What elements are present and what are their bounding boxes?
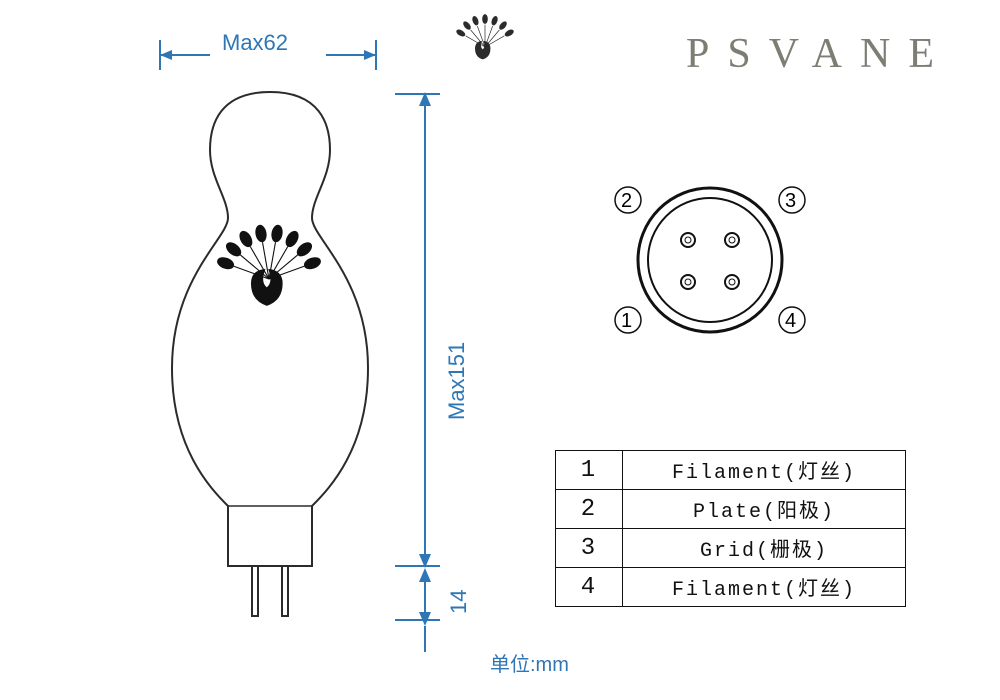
pin-num-cell: 1 [556, 451, 623, 490]
brand-peacock-icon [450, 12, 520, 82]
pin-label-3: 3 [785, 190, 796, 213]
pin-label-2: 2 [621, 190, 632, 213]
table-row: 2 Plate(阳极) [556, 490, 906, 529]
dim-width-label: Max62 [222, 30, 288, 56]
pin-num-cell: 3 [556, 529, 623, 568]
pin-table: 1 Filament(灯丝) 2 Plate(阳极) 3 Grid(栅极) 4 … [555, 450, 906, 607]
brand-text: PSVANE [686, 30, 952, 78]
dim-height-label: Max151 [444, 342, 470, 420]
pin-label-cell: Filament(灯丝) [623, 568, 906, 607]
table-row: 1 Filament(灯丝) [556, 451, 906, 490]
pin-label-4: 4 [785, 310, 796, 333]
pin-num-cell: 2 [556, 490, 623, 529]
pin-num-cell: 4 [556, 568, 623, 607]
pin-label-cell: Filament(灯丝) [623, 451, 906, 490]
tube-peacock-icon [214, 224, 324, 334]
pin-label-cell: Plate(阳极) [623, 490, 906, 529]
table-row: 4 Filament(灯丝) [556, 568, 906, 607]
pin-label-1: 1 [621, 310, 632, 333]
unit-label: 单位:mm [490, 648, 569, 677]
pin-label-cell: Grid(栅极) [623, 529, 906, 568]
tube-outline [150, 88, 390, 648]
table-row: 3 Grid(栅极) [556, 529, 906, 568]
dim-pinlen-label: 14 [446, 590, 472, 614]
